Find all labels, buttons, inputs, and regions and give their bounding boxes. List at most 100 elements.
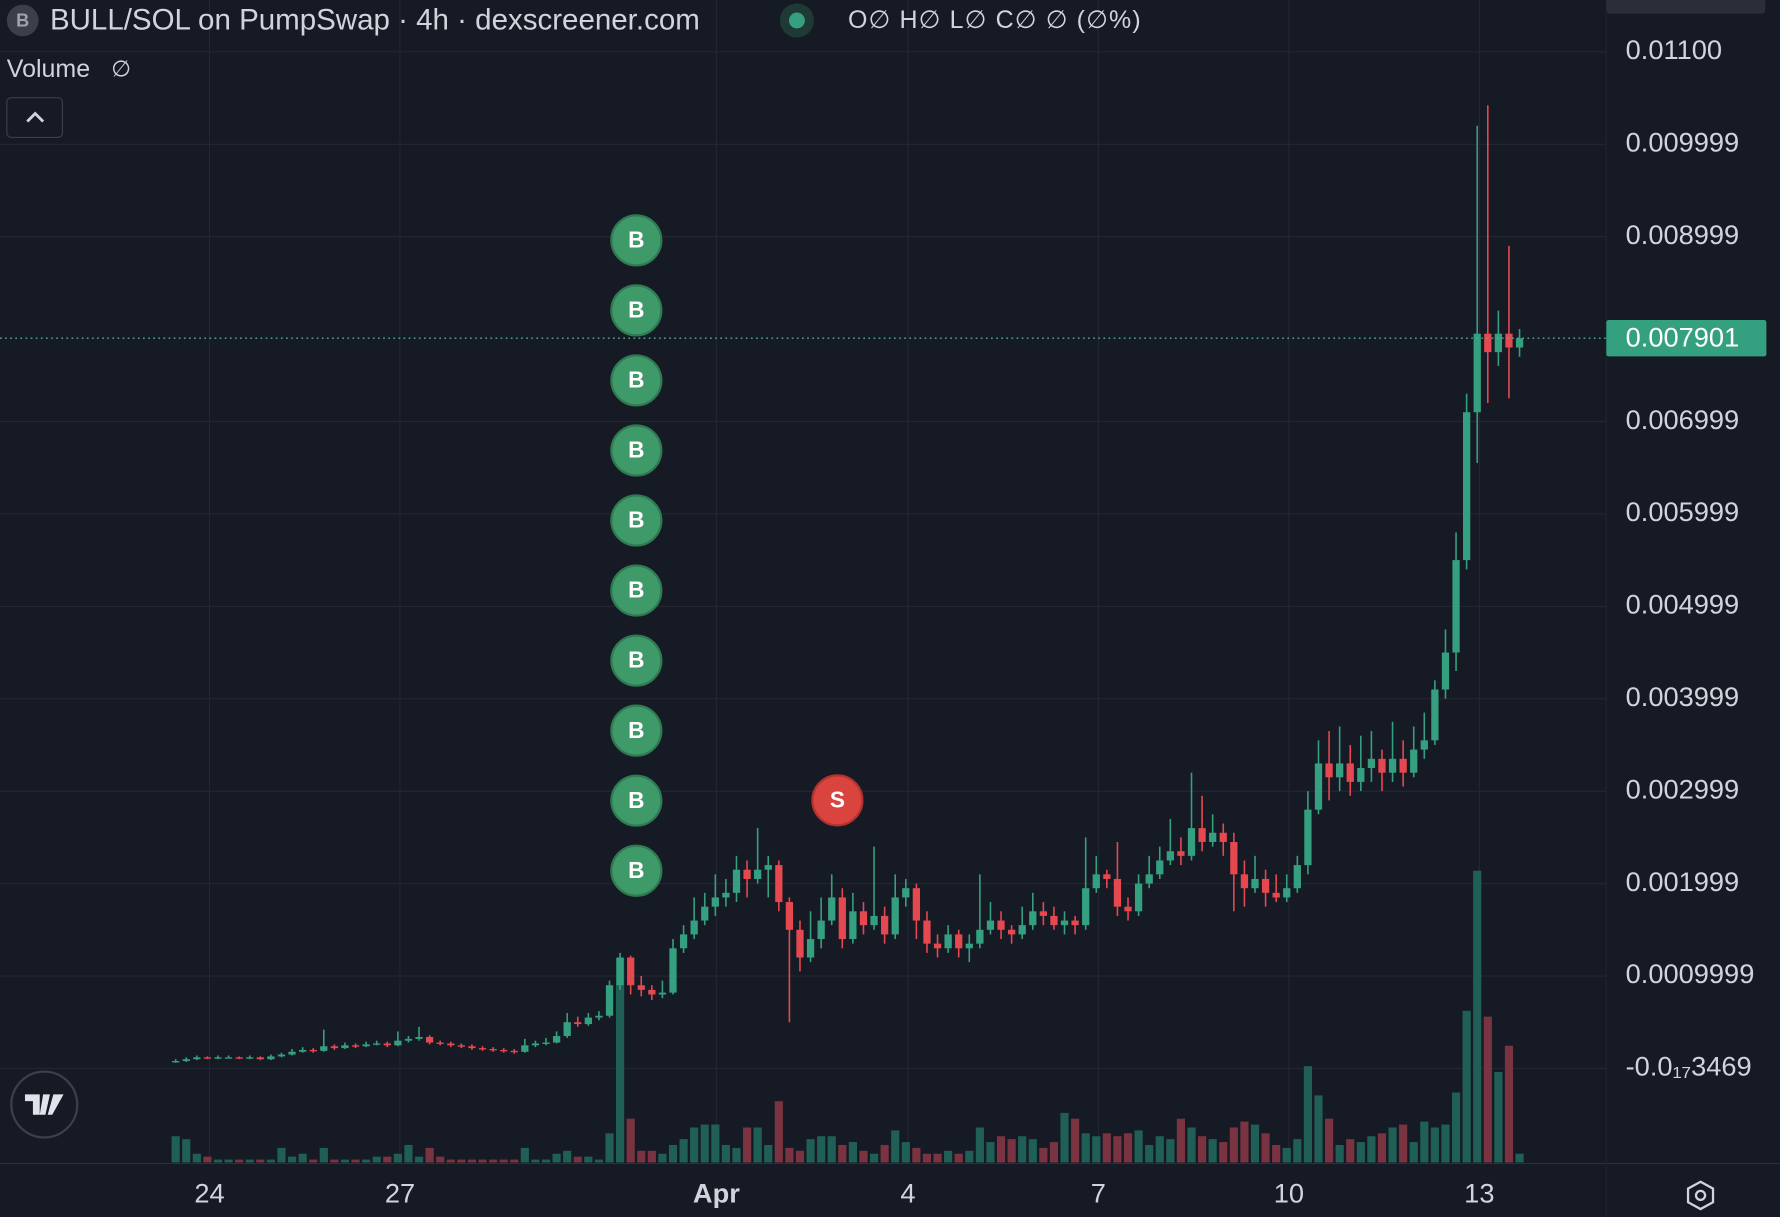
candle-body — [1092, 874, 1100, 889]
trade-marker — [811, 774, 864, 827]
candle-body — [531, 1043, 540, 1046]
y-tick-label: 0.003999 — [1626, 681, 1740, 712]
candle-body — [743, 869, 751, 879]
volume-bar — [996, 1136, 1006, 1163]
trade-marker-label: B — [628, 717, 644, 743]
candle-body — [690, 920, 698, 935]
volume-bar — [922, 1153, 932, 1163]
candle-body — [425, 1036, 434, 1043]
trade-marker — [610, 494, 663, 547]
y-tick-label: 0.008999 — [1626, 219, 1740, 250]
chart-title: BULL/SOL on PumpSwap · 4h · dexscreener.… — [50, 3, 700, 36]
volume-bar — [393, 1153, 402, 1163]
volume-bar — [1261, 1133, 1270, 1163]
candle-body — [902, 888, 910, 898]
trade-marker — [610, 564, 663, 617]
collapse-button[interactable] — [6, 97, 64, 138]
y-tick-label: 0.006999 — [1626, 404, 1740, 435]
x-tick-label: 13 — [1464, 1178, 1494, 1209]
last-price-label: 0.007901 — [1626, 322, 1740, 353]
candle-body — [1050, 915, 1058, 926]
volume-bar — [838, 1144, 847, 1163]
candle-body — [182, 1059, 190, 1062]
volume-bar — [1250, 1124, 1260, 1163]
candle-body — [1156, 860, 1164, 875]
volume-bar — [880, 1144, 889, 1163]
candle-body — [648, 989, 656, 995]
y-tick-label: 0.004999 — [1626, 589, 1740, 620]
candle-body — [510, 1050, 518, 1053]
volume-bar — [457, 1159, 466, 1163]
candle-body — [637, 985, 645, 990]
candle-body — [1378, 758, 1386, 773]
volume-bar — [584, 1156, 593, 1163]
y-tick-label: 0.001999 — [1626, 866, 1740, 897]
volume-bar — [1187, 1127, 1196, 1163]
volume-bar — [478, 1159, 487, 1163]
volume-bar — [298, 1153, 307, 1163]
candle-body — [1431, 689, 1439, 741]
volume-bar — [1324, 1118, 1334, 1163]
candle-body — [351, 1045, 360, 1047]
volume-bar — [1166, 1139, 1175, 1163]
candle-body — [944, 934, 952, 949]
candle-body — [1124, 906, 1132, 912]
candle-body — [224, 1057, 233, 1059]
volume-bar — [616, 958, 625, 1163]
candle-body — [1082, 888, 1090, 926]
y-tick-label: 0.002999 — [1626, 773, 1740, 804]
candle-body — [436, 1042, 444, 1044]
volume-bar — [1028, 1139, 1037, 1163]
volume-bar — [1367, 1136, 1376, 1163]
volume-bar — [541, 1159, 551, 1163]
grid — [0, 0, 1607, 1164]
candle-body — [955, 934, 963, 949]
y-tick-label: 0.01100 — [1626, 34, 1722, 65]
volume-bar — [1081, 1133, 1090, 1163]
volume-bar — [499, 1159, 508, 1163]
trade-marker — [610, 284, 663, 337]
candle-body — [976, 929, 984, 944]
volume-bar — [203, 1156, 212, 1163]
candle-body — [1113, 878, 1122, 907]
volume-bar — [1092, 1136, 1101, 1163]
candle-body — [965, 943, 973, 949]
candle-body — [1336, 763, 1344, 778]
candle-body — [447, 1043, 455, 1046]
volume-bar — [859, 1150, 868, 1163]
trade-marker-label: B — [628, 367, 644, 393]
volume-bar — [287, 1156, 297, 1163]
volume-bar — [647, 1150, 656, 1163]
volume-bar — [594, 1159, 604, 1163]
candle-body — [1261, 878, 1270, 893]
candle-body — [1219, 832, 1227, 842]
candle-body — [1515, 338, 1524, 348]
volume-bar — [658, 1153, 667, 1163]
volume-bar — [309, 1159, 318, 1163]
candle-body — [806, 939, 815, 958]
volume-bar — [1039, 1147, 1048, 1163]
candle-body — [1399, 758, 1407, 773]
volume-bar — [869, 1153, 879, 1163]
candle-pane — [172, 105, 1524, 1063]
volume-bar — [774, 1101, 783, 1163]
volume-bar — [520, 1147, 529, 1163]
candle-body — [277, 1054, 286, 1057]
volume-bar — [467, 1159, 477, 1163]
candle-body — [1346, 763, 1354, 782]
candle-body — [574, 1022, 582, 1025]
candle-body — [584, 1017, 592, 1025]
candle-body — [1209, 832, 1217, 842]
settings-icon[interactable] — [1686, 1180, 1715, 1211]
volume-bar — [986, 1142, 995, 1163]
volume-bar — [690, 1127, 699, 1163]
candle-body — [870, 915, 878, 926]
volume-bar — [1335, 1144, 1344, 1163]
volume-bar — [436, 1156, 445, 1163]
candle-body — [933, 943, 942, 949]
volume-bar — [1060, 1112, 1069, 1163]
x-tick-label: 24 — [194, 1178, 224, 1209]
volume-bar — [235, 1159, 244, 1163]
volume-bar — [848, 1142, 857, 1163]
